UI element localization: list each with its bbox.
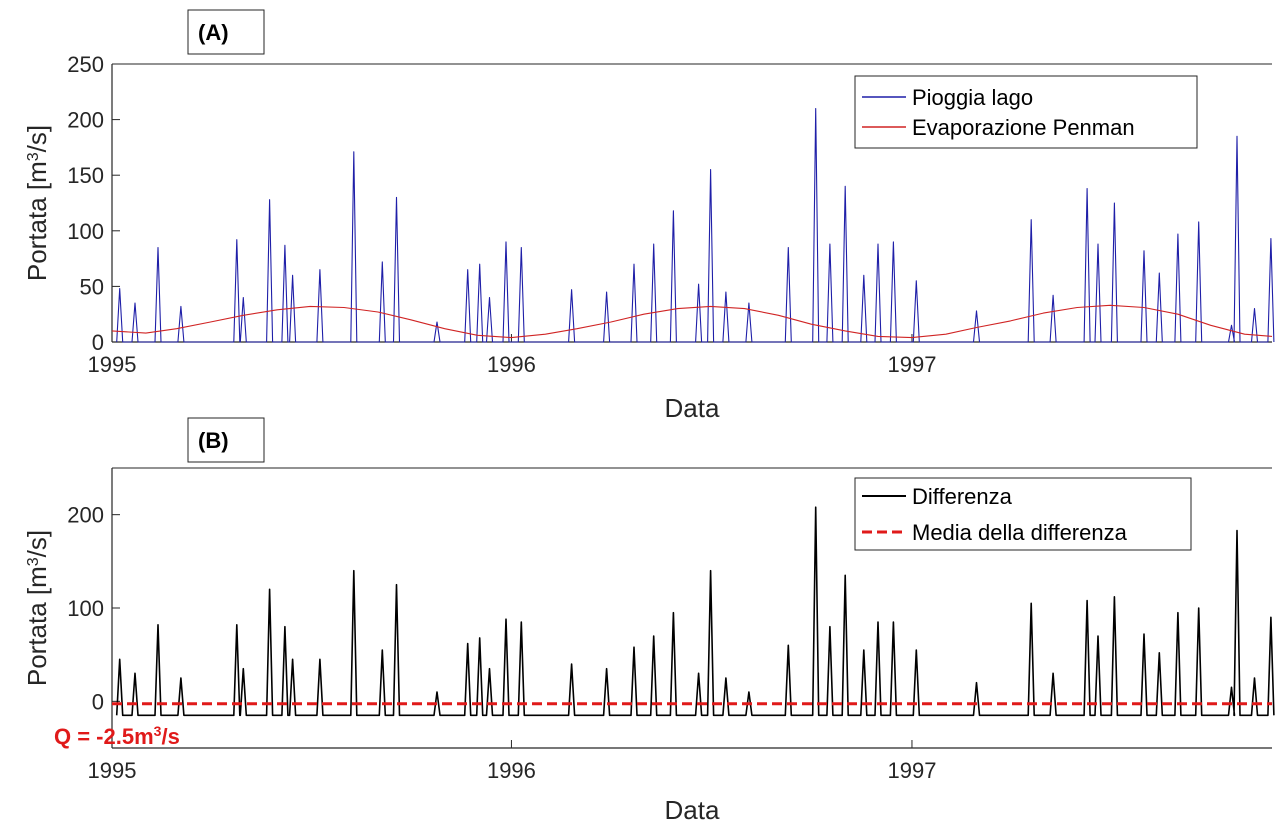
panel-a-x-ticks: 1995 1996 1997 bbox=[88, 334, 936, 377]
panel-b-y-ticks: 0 100 200 bbox=[67, 503, 120, 714]
panel-a-series-1-line bbox=[116, 107, 1275, 343]
panel-a-ytick-label: 100 bbox=[67, 219, 104, 244]
panel-b-legend: Differenza Media della differenza bbox=[854, 477, 1192, 551]
panel-a-series bbox=[111, 107, 1275, 343]
panel-b-xtick-label: 1995 bbox=[88, 758, 137, 783]
mean-annotation: Q = -2.5m3/s bbox=[54, 723, 180, 749]
panel-a-ytick-label: 250 bbox=[67, 52, 104, 77]
panel-a-ytick-label: 0 bbox=[92, 330, 104, 355]
panel-b-x-ticks: 1995 1996 1997 bbox=[88, 740, 936, 783]
panel-a-xtick-label: 1997 bbox=[887, 352, 936, 377]
panel-b-y-axis-label: Portata [m3/s] bbox=[22, 530, 52, 686]
legend-label-evaporazione: Evaporazione Penman bbox=[912, 115, 1135, 140]
legend-label-pioggia: Pioggia lago bbox=[912, 85, 1033, 110]
panel-b-label-box bbox=[187, 417, 265, 463]
panel-b-xtick-label: 1996 bbox=[487, 758, 536, 783]
panel-a-ytick-label: 200 bbox=[67, 108, 104, 133]
legend-label-differenza: Differenza bbox=[912, 484, 1013, 509]
panel-a-x-axis-label: Data bbox=[665, 393, 720, 423]
panel-b-series-1-line bbox=[115, 506, 1275, 717]
panel-a-xtick-label: 1996 bbox=[487, 352, 536, 377]
panel-a-ytick-label: 150 bbox=[67, 163, 104, 188]
panel-b-xtick-label: 1997 bbox=[887, 758, 936, 783]
panel-b-ytick-label: 0 bbox=[92, 689, 104, 714]
panel-b: (B) 0 100 200 1995 1996 1997 Data Portata [m… bbox=[22, 417, 1275, 825]
panel-a-xtick-label: 1995 bbox=[88, 352, 137, 377]
panel-a-ytick-label: 50 bbox=[80, 274, 104, 299]
panel-b-label: (B) bbox=[198, 428, 229, 453]
panel-b-series bbox=[112, 506, 1275, 717]
panel-b-ytick-label: 200 bbox=[67, 503, 104, 528]
panel-a-y-axis-label: Portata [m3/s] bbox=[22, 125, 52, 281]
panel-a-y-ticks: 0 50 100 150 200 250 bbox=[67, 52, 120, 355]
panel-b-legend-box bbox=[854, 477, 1192, 551]
panel-a-label: (A) bbox=[198, 20, 229, 45]
panel-b-x-axis-label: Data bbox=[665, 795, 720, 825]
panel-a: (A) 0 50 100 150 200 250 1995 1996 1997 Data Po… bbox=[22, 9, 1275, 423]
panel-a-label-box bbox=[187, 9, 265, 55]
panel-a-series-2-line bbox=[111, 304, 1273, 339]
legend-label-media: Media della differenza bbox=[912, 520, 1128, 545]
panel-a-legend-box bbox=[854, 75, 1198, 149]
panel-a-legend: Pioggia lago Evaporazione Penman bbox=[854, 75, 1198, 149]
panel-b-ytick-label: 100 bbox=[67, 596, 104, 621]
